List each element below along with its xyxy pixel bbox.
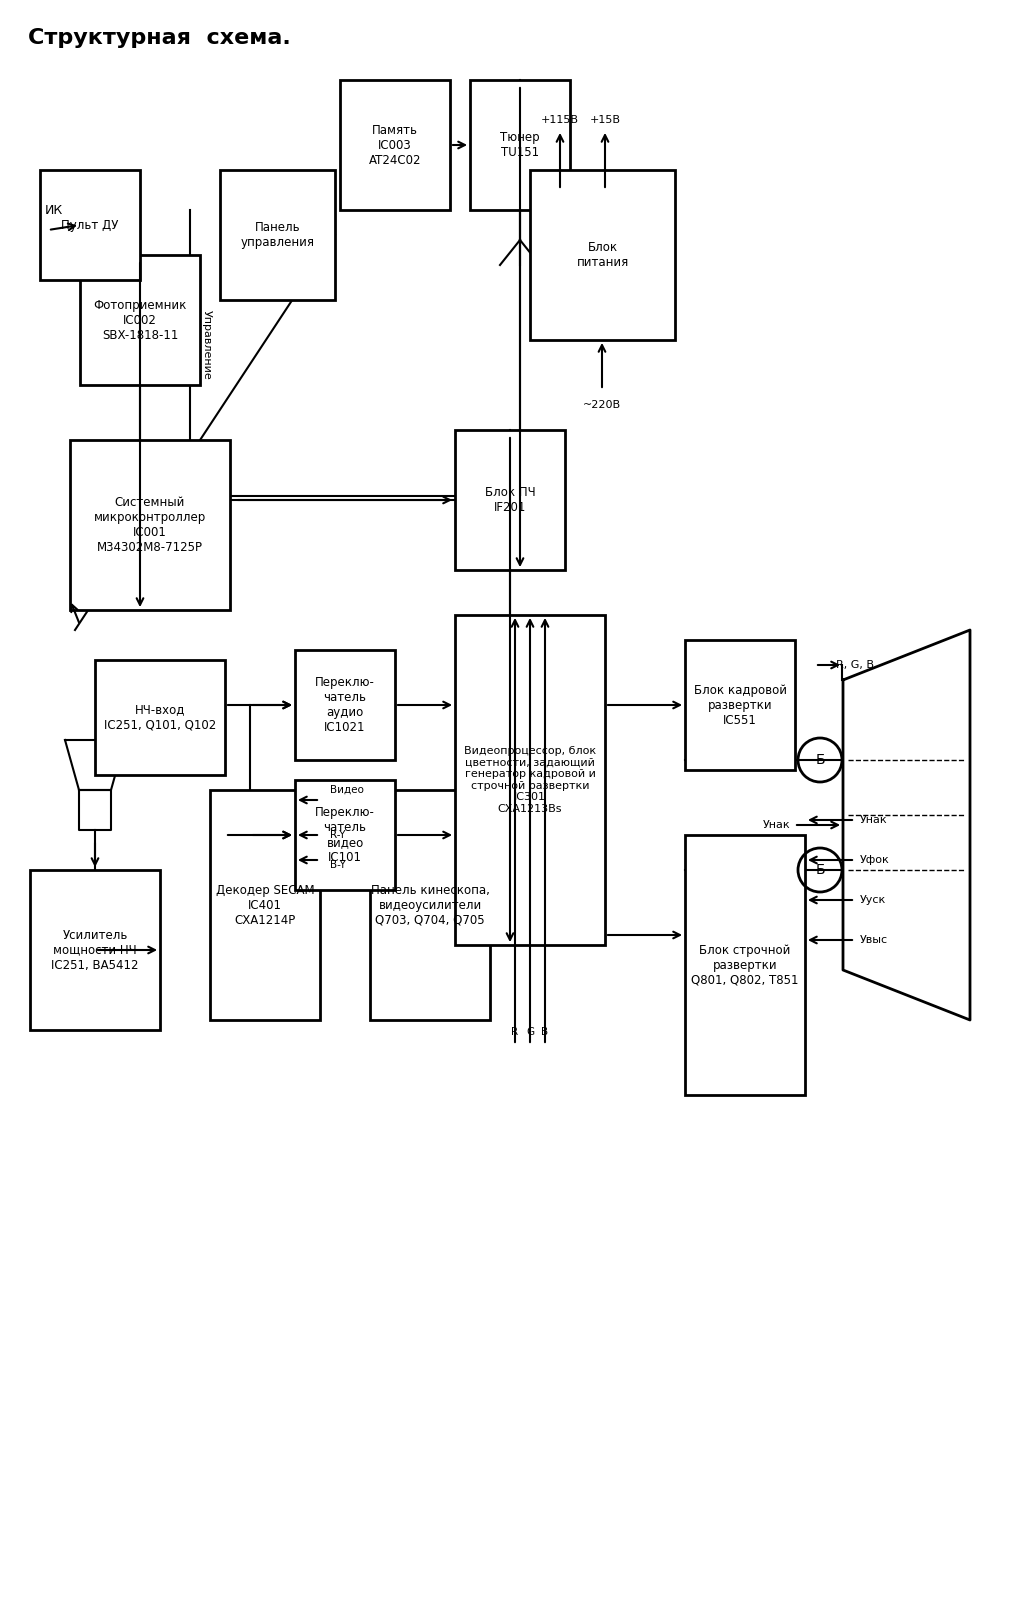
Text: G: G [526, 1026, 535, 1037]
Text: Видеопроцессор, блок
цветности, задающий
генератор кадровой и
строчной развертки: Видеопроцессор, блок цветности, задающий… [464, 746, 596, 813]
Bar [220, 170, 335, 299]
Text: Видео: Видео [330, 784, 364, 796]
Text: Усилитель
мощности НЧ
IC251, BA5412: Усилитель мощности НЧ IC251, BA5412 [52, 929, 138, 972]
Text: +115В: +115В [541, 115, 579, 125]
Bar [209, 789, 320, 1020]
Text: ИК: ИК [45, 203, 63, 216]
Text: R-Y: R-Y [330, 829, 346, 841]
Bar [95, 660, 225, 775]
Text: Унак: Унак [763, 820, 791, 829]
Text: Б: Б [815, 863, 825, 877]
Text: Панель кинескопа,
видеоусилители
Q703, Q704, Q705: Панель кинескопа, видеоусилители Q703, Q… [370, 884, 489, 927]
Bar [70, 440, 230, 610]
Text: B: B [542, 1026, 549, 1037]
Bar [295, 650, 395, 760]
Bar [455, 431, 565, 570]
Text: Ууск: Ууск [860, 895, 886, 905]
Bar [470, 80, 570, 210]
Text: Б: Б [815, 752, 825, 767]
Text: B-Y: B-Y [330, 860, 346, 869]
Bar [685, 836, 805, 1095]
Text: Структурная  схема.: Структурная схема. [28, 27, 291, 48]
Text: Увыс: Увыс [860, 935, 889, 945]
Text: Системный
микроконтроллер
IC001
M34302M8-7125P: Системный микроконтроллер IC001 M34302M8… [94, 496, 206, 554]
Text: Блок ПЧ
IF201: Блок ПЧ IF201 [485, 487, 536, 514]
Text: Блок кадровой
развертки
IC551: Блок кадровой развертки IC551 [694, 684, 786, 727]
Text: Декодер SECAM
IC401
CXA1214P: Декодер SECAM IC401 CXA1214P [216, 884, 315, 927]
Text: Память
IC003
AT24C02: Память IC003 AT24C02 [368, 123, 421, 167]
Text: +15В: +15В [589, 115, 620, 125]
Text: Пульт ДУ: Пульт ДУ [61, 218, 119, 232]
Text: Унак: Унак [860, 815, 888, 825]
Bar [40, 170, 140, 280]
Bar [340, 80, 450, 210]
Text: Панель
управления: Панель управления [240, 221, 315, 250]
Text: Уфок: Уфок [860, 855, 890, 865]
Bar [685, 640, 795, 770]
Bar [530, 170, 675, 339]
Text: R: R [512, 1026, 518, 1037]
Bar [30, 869, 160, 1029]
Bar [455, 615, 605, 945]
Bar [80, 255, 200, 384]
Text: Блок строчной
развертки
Q801, Q802, T851: Блок строчной развертки Q801, Q802, T851 [691, 943, 799, 986]
Text: ~220В: ~220В [583, 400, 621, 410]
Text: Блок
питания: Блок питания [577, 242, 628, 269]
Text: Управление: Управление [202, 311, 212, 379]
Text: Фотоприемник
IC002
SBX-1818-11: Фотоприемник IC002 SBX-1818-11 [93, 298, 187, 341]
Text: Переклю-
чатель
aудио
IC1021: Переклю- чатель aудио IC1021 [315, 676, 375, 733]
Text: НЧ-вход
IC251, Q101, Q102: НЧ-вход IC251, Q101, Q102 [104, 703, 216, 732]
Bar [295, 780, 395, 890]
Text: Тюнер
TU151: Тюнер TU151 [501, 131, 540, 158]
Text: Переклю-
чатель
видео
IC101: Переклю- чатель видео IC101 [315, 805, 375, 865]
Bar [370, 789, 490, 1020]
Text: R, G, B: R, G, B [836, 660, 874, 669]
